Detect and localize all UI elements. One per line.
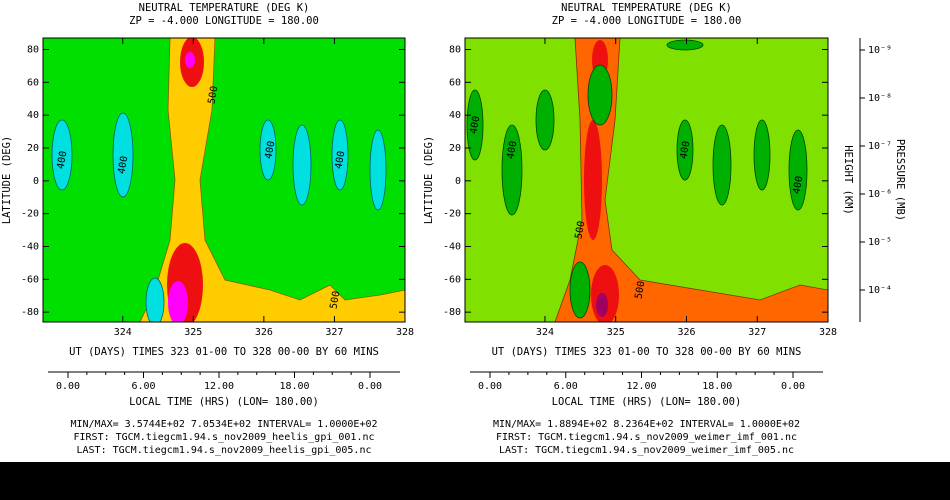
chart-subtitle: ZP = -4.000 LONGITUDE = 180.00 — [129, 15, 319, 27]
x-tick-label: 327 — [748, 327, 766, 338]
plot-frame — [42, 37, 406, 323]
y-tick-label: -60 — [443, 274, 461, 285]
x-tick-label: 325 — [607, 327, 625, 338]
lt-tick-label: 18.00 — [702, 381, 732, 392]
right-tick-label: 10⁻⁵ — [868, 237, 892, 248]
lt-axis-label: LOCAL TIME (HRS) (LON= 180.00) — [129, 396, 319, 408]
x-axis-label: UT (DAYS) TIMES 323 01-00 TO 328 00-00 B… — [492, 346, 802, 358]
contour-label: 400 — [679, 140, 693, 160]
y-tick-label: 20 — [27, 143, 39, 154]
x-axis-label: UT (DAYS) TIMES 323 01-00 TO 328 00-00 B… — [69, 346, 379, 358]
y-axis-label: LATITUDE (DEG) — [1, 136, 13, 225]
info-line: LAST: TGCM.tiegcm1.94.s_nov2009_weimer_i… — [499, 445, 794, 456]
info-line: MIN/MAX= 3.5744E+02 7.0534E+02 INTERVAL=… — [70, 419, 377, 430]
y-tick-label: -40 — [21, 241, 39, 252]
x-tick-label: 328 — [819, 327, 837, 338]
contour-label: 400 — [56, 150, 70, 170]
y-tick-label: -40 — [443, 241, 461, 252]
contour-label: 400 — [792, 175, 806, 195]
lt-tick-label: 0.00 — [56, 381, 80, 392]
lt-axis-label: LOCAL TIME (HRS) (LON= 180.00) — [552, 396, 742, 408]
info-line: FIRST: TGCM.tiegcm1.94.s_nov2009_weimer_… — [496, 432, 797, 443]
x-tick-label: 328 — [396, 327, 414, 338]
y-tick-label: 40 — [449, 110, 461, 121]
right-tick-label: 10⁻⁴ — [868, 285, 892, 296]
y-tick-label: 40 — [27, 110, 39, 121]
chart-subtitle: ZP = -4.000 LONGITUDE = 180.00 — [552, 15, 742, 27]
info-line: FIRST: TGCM.tiegcm1.94.s_nov2009_heelis_… — [73, 432, 374, 443]
y-tick-label: -60 — [21, 274, 39, 285]
info-line: LAST: TGCM.tiegcm1.94.s_nov2009_heelis_g… — [76, 445, 371, 456]
lt-tick-label: 6.00 — [131, 381, 155, 392]
chart-title: NEUTRAL TEMPERATURE (DEG K) — [139, 2, 310, 14]
x-tick-label: 327 — [325, 327, 343, 338]
lt-tick-label: 0.00 — [478, 381, 502, 392]
contour-label: 500 — [207, 85, 221, 105]
y-tick-label: 60 — [27, 77, 39, 88]
right-axis-label: HEIGHT (KM) — [842, 145, 854, 215]
lt-tick-label: 12.00 — [204, 381, 234, 392]
contour-field — [43, 38, 405, 322]
contour-label: 400 — [469, 115, 483, 135]
y-tick-label: 80 — [27, 44, 39, 55]
x-tick-label: 324 — [536, 327, 554, 338]
y-tick-label: -20 — [21, 209, 39, 220]
x-tick-label: 324 — [114, 327, 132, 338]
y-tick-label: 20 — [449, 143, 461, 154]
lt-tick-label: 0.00 — [781, 381, 805, 392]
right-axis-label: PRESSURE (MB) — [894, 139, 906, 221]
x-tick-label: 326 — [255, 327, 273, 338]
contour-label: 400 — [334, 150, 348, 170]
right-tick-label: 10⁻⁸ — [868, 93, 892, 104]
contour-label: 400 — [117, 155, 131, 175]
plot-frame — [464, 37, 829, 323]
y-tick-label: 60 — [449, 77, 461, 88]
contour-label: 400 — [264, 140, 278, 160]
right-tick-label: 10⁻⁷ — [868, 141, 892, 152]
right-tick-label: 10⁻⁶ — [868, 189, 892, 200]
y-tick-label: -80 — [443, 307, 461, 318]
y-tick-label: -80 — [21, 307, 39, 318]
contour-field — [465, 38, 828, 322]
contour-label: 500 — [574, 220, 588, 240]
lt-tick-label: 12.00 — [626, 381, 656, 392]
contour-label: 500 — [329, 290, 343, 310]
lt-tick-label: 18.00 — [279, 381, 309, 392]
lt-tick-label: 0.00 — [358, 381, 382, 392]
x-tick-label: 325 — [184, 327, 202, 338]
y-tick-label: 80 — [449, 44, 461, 55]
chart-title: NEUTRAL TEMPERATURE (DEG K) — [561, 2, 732, 14]
y-tick-label: -20 — [443, 209, 461, 220]
y-axis-label: LATITUDE (DEG) — [423, 136, 435, 225]
x-tick-label: 326 — [677, 327, 695, 338]
contour-label: 400 — [506, 140, 520, 160]
y-tick-label: 0 — [455, 176, 461, 187]
y-tick-label: 0 — [33, 176, 39, 187]
info-line: MIN/MAX= 1.8894E+02 8.2364E+02 INTERVAL=… — [493, 419, 800, 430]
right-tick-label: 10⁻⁹ — [868, 45, 892, 56]
contour-label: 500 — [634, 280, 648, 300]
bottom-bar — [0, 462, 950, 500]
lt-tick-label: 6.00 — [554, 381, 578, 392]
